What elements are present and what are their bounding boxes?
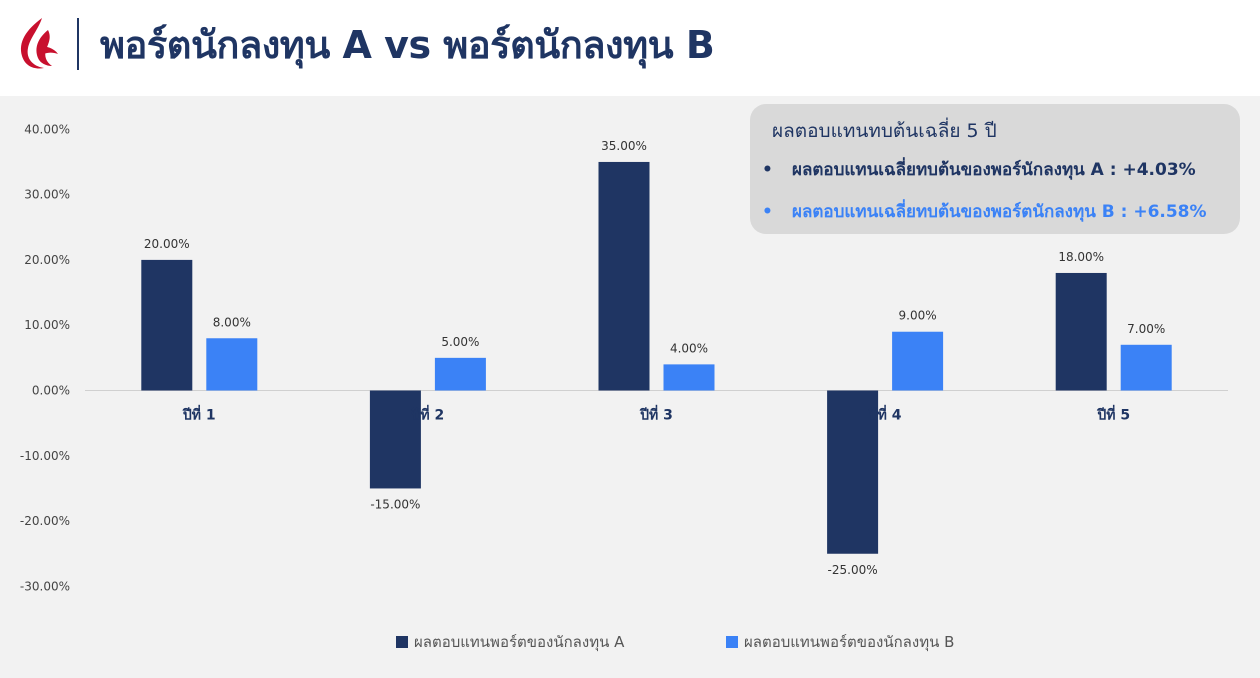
summary-line-b-text: ผลตอบแทนเฉลี่ยทบต้นของพอร์ตนักลงทุน B : … [792,202,1207,222]
bar-series-b [892,331,944,391]
y-tick-label: 0.00% [32,384,70,398]
header-divider [77,18,79,70]
data-label: 4.00% [670,341,708,355]
summary-line-a: • ผลตอบแทนเฉลี่ยทบต้นของพอร์นักลงทุน A : … [762,156,1196,183]
data-label: 7.00% [1127,322,1165,336]
legend-item-b: ผลตอบแทนพอร์ตของนักลงทุน B [726,630,954,654]
y-tick-label: 30.00% [24,188,70,202]
bar-series-a [598,161,650,391]
bullet-icon: • [762,160,773,180]
x-category-label: ปีที่ 2 [410,405,444,424]
data-label: 35.00% [601,139,647,153]
bar-series-b [206,338,258,391]
x-category-label: ปีที่ 4 [867,405,901,424]
legend-label-b: ผลตอบแทนพอร์ตของนักลงทุน B [744,633,955,651]
y-tick-label: -10.00% [20,449,70,463]
legend-label-a: ผลตอบแทนพอร์ตของนักลงทุน A [414,633,625,651]
y-tick-label: 20.00% [24,253,70,267]
bar-series-b [1120,344,1172,391]
summary-title: ผลตอบแทนทบต้นเฉลี่ย 5 ปี [772,120,997,142]
brand-logo-icon [20,18,58,69]
y-tick-label: -30.00% [20,579,70,593]
bar-series-a [369,390,421,489]
legend-swatch-a [396,636,408,648]
bar-series-b [434,357,486,391]
summary-line-a-text: ผลตอบแทนเฉลี่ยทบต้นของพอร์นักลงทุน A : +… [792,160,1196,180]
data-label: -15.00% [370,497,420,511]
data-label: 8.00% [213,315,251,329]
data-label: 5.00% [441,335,479,349]
data-label: -25.00% [828,563,878,577]
legend-swatch-b [726,636,738,648]
x-category-label: ปีที่ 1 [181,405,215,424]
data-label: 18.00% [1058,250,1104,264]
bar-series-a [1055,272,1107,391]
y-tick-label: 10.00% [24,318,70,332]
summary-box: ผลตอบแทนทบต้นเฉลี่ย 5 ปี • ผลตอบแทนเฉลี่ย… [750,104,1240,234]
legend-item-a: ผลตอบแทนพอร์ตของนักลงทุน A [396,630,624,654]
data-label: 9.00% [899,309,937,323]
bar-series-a [827,390,879,554]
y-tick-label: -20.00% [20,514,70,528]
bullet-icon: • [762,202,773,222]
summary-line-b: • ผลตอบแทนเฉลี่ยทบต้นของพอร์ตนักลงทุน B :… [762,198,1207,225]
data-label: 20.00% [144,237,190,251]
x-category-label: ปีที่ 3 [639,405,673,424]
header: พอร์ตนักลงทุน A vs พอร์ตนักลงทุน B [0,0,1260,96]
bar-series-a [141,259,193,391]
page-title: พอร์ตนักลงทุน A vs พอร์ตนักลงทุน B [100,23,715,67]
y-tick-label: 40.00% [24,122,70,136]
bar-series-b [663,364,715,391]
x-category-label: ปีที่ 5 [1096,405,1130,424]
